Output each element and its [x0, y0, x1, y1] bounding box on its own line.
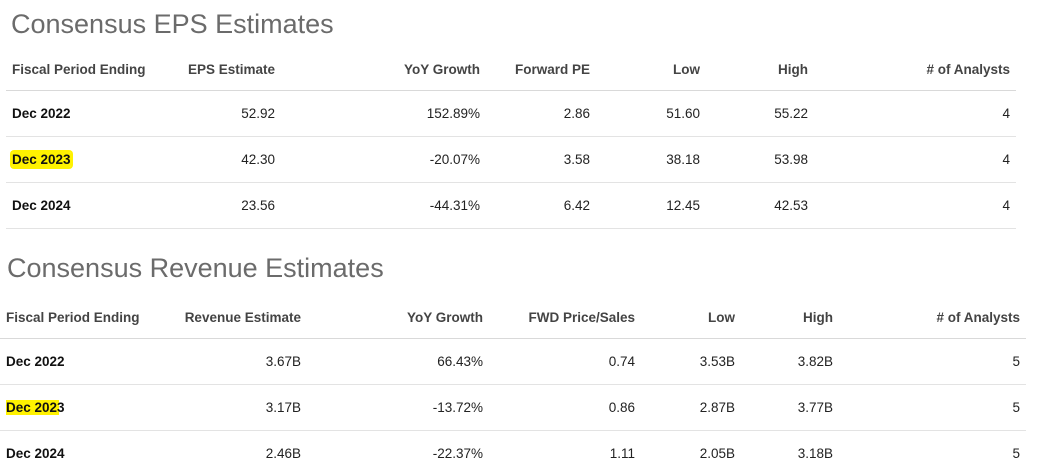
eps-header-forward-pe[interactable]: Forward PE — [486, 48, 596, 91]
highlighted-period-text: Dec 2023 — [12, 152, 71, 167]
eps-forward-pe-cell: 6.42 — [486, 183, 596, 229]
table-row: Dec 2024 2.46B -22.37% 1.11 2.05B 3.18B … — [0, 431, 1026, 476]
revenue-period-cell: Dec 2022 — [0, 339, 162, 385]
revenue-header-row: Fiscal Period Ending Revenue Estimate Yo… — [0, 296, 1026, 339]
table-row: Dec 2022 3.67B 66.43% 0.74 3.53B 3.82B 5 — [0, 339, 1026, 385]
revenue-header-fiscal-period[interactable]: Fiscal Period Ending — [0, 296, 162, 339]
eps-section-title: Consensus EPS Estimates — [11, 9, 334, 40]
revenue-fwd-price-sales-cell: 0.74 — [489, 339, 641, 385]
revenue-estimates-table: Fiscal Period Ending Revenue Estimate Yo… — [0, 296, 1026, 476]
revenue-yoy-growth-cell: -13.72% — [307, 385, 489, 431]
revenue-low-cell: 2.87B — [641, 385, 741, 431]
revenue-analysts-cell: 5 — [839, 339, 1026, 385]
revenue-period-cell: Dec 2024 — [0, 431, 162, 476]
eps-period-cell: Dec 2024 — [6, 183, 166, 229]
eps-yoy-growth-cell: 152.89% — [281, 91, 486, 137]
eps-high-cell: 53.98 — [706, 137, 814, 183]
revenue-header-revenue-estimate[interactable]: Revenue Estimate — [162, 296, 307, 339]
revenue-analysts-cell: 5 — [839, 385, 1026, 431]
revenue-estimate-cell: 2.46B — [162, 431, 307, 476]
eps-header-low[interactable]: Low — [596, 48, 706, 91]
revenue-header-fwd-price-sales[interactable]: FWD Price/Sales — [489, 296, 641, 339]
revenue-period-cell-highlighted: Dec 2023 — [0, 385, 162, 431]
revenue-fwd-price-sales-cell: 1.11 — [489, 431, 641, 476]
eps-high-cell: 42.53 — [706, 183, 814, 229]
table-row: Dec 2024 23.56 -44.31% 6.42 12.45 42.53 … — [6, 183, 1016, 229]
eps-yoy-growth-cell: -20.07% — [281, 137, 486, 183]
revenue-fwd-price-sales-cell: 0.86 — [489, 385, 641, 431]
eps-header-eps-estimate[interactable]: EPS Estimate — [166, 48, 281, 91]
eps-estimate-cell: 52.92 — [166, 91, 281, 137]
eps-header-yoy-growth[interactable]: YoY Growth — [281, 48, 486, 91]
revenue-estimate-cell: 3.67B — [162, 339, 307, 385]
eps-header-row: Fiscal Period Ending EPS Estimate YoY Gr… — [6, 48, 1016, 91]
revenue-high-cell: 3.82B — [741, 339, 839, 385]
table-row: Dec 2023 42.30 -20.07% 3.58 38.18 53.98 … — [6, 137, 1016, 183]
eps-forward-pe-cell: 3.58 — [486, 137, 596, 183]
revenue-header-low[interactable]: Low — [641, 296, 741, 339]
revenue-low-cell: 3.53B — [641, 339, 741, 385]
eps-estimate-cell: 23.56 — [166, 183, 281, 229]
revenue-yoy-growth-cell: 66.43% — [307, 339, 489, 385]
eps-period-cell: Dec 2022 — [6, 91, 166, 137]
revenue-header-yoy-growth[interactable]: YoY Growth — [307, 296, 489, 339]
table-row: Dec 2023 3.17B -13.72% 0.86 2.87B 3.77B … — [0, 385, 1026, 431]
revenue-low-cell: 2.05B — [641, 431, 741, 476]
revenue-section-title: Consensus Revenue Estimates — [7, 253, 384, 284]
eps-forward-pe-cell: 2.86 — [486, 91, 596, 137]
revenue-high-cell: 3.77B — [741, 385, 839, 431]
eps-estimates-table: Fiscal Period Ending EPS Estimate YoY Gr… — [6, 48, 1016, 229]
eps-low-cell: 51.60 — [596, 91, 706, 137]
eps-analysts-cell: 4 — [814, 91, 1016, 137]
eps-yoy-growth-cell: -44.31% — [281, 183, 486, 229]
revenue-high-cell: 3.18B — [741, 431, 839, 476]
eps-period-cell-highlighted: Dec 2023 — [6, 137, 166, 183]
revenue-yoy-growth-cell: -22.37% — [307, 431, 489, 476]
revenue-header-high[interactable]: High — [741, 296, 839, 339]
revenue-analysts-cell: 5 — [839, 431, 1026, 476]
highlighted-period-text: Dec 2023 — [6, 400, 66, 415]
eps-header-fiscal-period[interactable]: Fiscal Period Ending — [6, 48, 166, 91]
revenue-estimate-cell: 3.17B — [162, 385, 307, 431]
revenue-header-num-analysts[interactable]: # of Analysts — [839, 296, 1026, 339]
eps-low-cell: 12.45 — [596, 183, 706, 229]
eps-header-num-analysts[interactable]: # of Analysts — [814, 48, 1016, 91]
table-row: Dec 2022 52.92 152.89% 2.86 51.60 55.22 … — [6, 91, 1016, 137]
eps-analysts-cell: 4 — [814, 137, 1016, 183]
eps-analysts-cell: 4 — [814, 183, 1016, 229]
eps-high-cell: 55.22 — [706, 91, 814, 137]
eps-estimate-cell: 42.30 — [166, 137, 281, 183]
eps-low-cell: 38.18 — [596, 137, 706, 183]
eps-header-high[interactable]: High — [706, 48, 814, 91]
